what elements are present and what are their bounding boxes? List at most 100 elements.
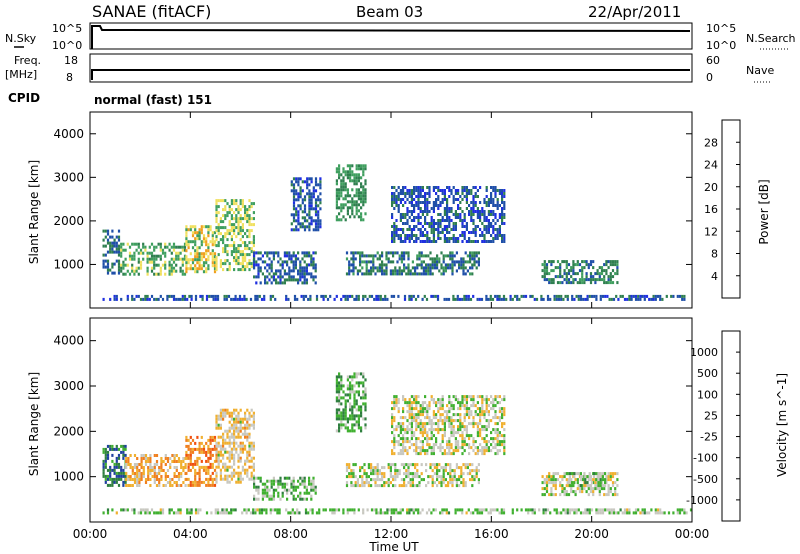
data-cell-2 xyxy=(209,483,212,487)
data-cell-7 xyxy=(448,398,451,402)
data-cell-1 xyxy=(179,269,182,273)
data-cell-3 xyxy=(228,211,231,215)
data-cell-1 xyxy=(175,254,178,258)
data-cell-9 xyxy=(563,278,566,282)
data-cell-10 xyxy=(291,511,294,515)
data-cell-5 xyxy=(299,225,302,229)
data-cell-8 xyxy=(490,234,493,237)
data-cell-10 xyxy=(357,508,360,512)
data-cell-8 xyxy=(450,210,453,213)
data-cell-10 xyxy=(553,508,556,512)
data-cell-10 xyxy=(377,297,380,301)
data-cell-8 xyxy=(503,204,506,207)
data-cell-9 xyxy=(616,269,619,273)
data-cell-7 xyxy=(443,428,446,432)
data-cell-7 xyxy=(487,425,490,429)
data-cell-4 xyxy=(301,479,304,483)
data-cell-8 xyxy=(487,222,490,225)
data-cell-2 xyxy=(198,465,201,469)
data-cell-10 xyxy=(615,294,618,298)
data-cell-10 xyxy=(454,508,457,512)
data-cell-3 xyxy=(237,226,240,230)
data-cell-1 xyxy=(147,457,150,460)
data-cell-3 xyxy=(244,205,247,209)
data-cell-10 xyxy=(478,508,481,512)
data-cell-3 xyxy=(215,474,218,478)
data-cell-1 xyxy=(149,457,152,460)
data-cell-10 xyxy=(436,294,440,298)
data-cell-8 xyxy=(408,189,411,192)
data-cell-10 xyxy=(410,294,413,298)
data-cell-7 xyxy=(432,401,435,405)
data-cell-2 xyxy=(213,267,217,271)
data-cell-3 xyxy=(219,232,222,236)
data-cell-10 xyxy=(333,297,336,301)
data-cell-2 xyxy=(194,468,197,472)
data-cell-8 xyxy=(545,490,549,494)
data-cell-3 xyxy=(252,217,255,221)
data-cell-1 xyxy=(160,463,163,466)
data-cell-6 xyxy=(335,182,338,186)
data-cell-3 xyxy=(217,462,220,466)
data-cell-0 xyxy=(120,444,123,448)
data-cell-8 xyxy=(459,216,462,219)
data-cell-8 xyxy=(494,222,497,225)
data-cell-4 xyxy=(294,257,297,261)
data-cell-0 xyxy=(111,444,114,448)
data-cell-7 xyxy=(345,272,349,276)
data-cell-3 xyxy=(224,441,227,445)
data-cell-1 xyxy=(177,254,180,258)
data-cell-8 xyxy=(574,478,577,482)
data-cell-8 xyxy=(448,231,451,234)
data-cell-8 xyxy=(592,487,595,491)
data-cell-10 xyxy=(307,297,310,301)
data-cell-6 xyxy=(362,203,365,207)
data-cell-8 xyxy=(463,237,466,240)
data-cell-8 xyxy=(465,225,468,228)
data-cell-7 xyxy=(450,452,453,456)
data-cell-2 xyxy=(198,441,201,445)
data-cell-1 xyxy=(172,257,176,261)
data-cell-1 xyxy=(136,457,139,460)
data-cell-5 xyxy=(364,423,367,427)
data-cell-9 xyxy=(568,475,571,479)
data-cell-3 xyxy=(226,238,229,242)
data-cell-2 xyxy=(196,471,199,475)
data-cell-3 xyxy=(230,208,233,212)
data-cell-4 xyxy=(292,497,295,501)
data-cell-7 xyxy=(485,410,488,414)
data-cell-10 xyxy=(502,511,506,515)
data-cell-8 xyxy=(391,225,394,228)
data-cell-5 xyxy=(292,204,296,208)
data-cell-2 xyxy=(191,483,195,487)
data-cell-6 xyxy=(473,475,476,479)
data-cell-7 xyxy=(487,419,490,423)
data-cell-10 xyxy=(315,294,319,298)
data-cell-6 xyxy=(338,212,341,216)
data-cell-10 xyxy=(665,294,668,298)
data-cell-1 xyxy=(177,472,181,475)
data-cell-7 xyxy=(383,263,386,267)
data-cell-8 xyxy=(435,186,438,189)
y-tick-label: 1000 xyxy=(53,257,84,271)
data-cell-1 xyxy=(184,463,187,466)
data-cell-3 xyxy=(215,480,218,484)
data-cell-6 xyxy=(370,478,373,482)
data-cell-2 xyxy=(185,435,188,439)
data-cell-3 xyxy=(228,465,231,469)
data-cell-3 xyxy=(250,217,253,221)
data-cell-7 xyxy=(454,446,457,450)
data-cell-1 xyxy=(120,248,123,252)
data-cell-10 xyxy=(287,297,290,301)
data-cell-2 xyxy=(207,444,210,448)
data-cell-10 xyxy=(120,508,123,512)
data-cell-7 xyxy=(483,440,486,444)
data-cell-7 xyxy=(385,263,388,267)
data-cell-6 xyxy=(455,463,458,467)
data-cell-4 xyxy=(290,275,293,279)
data-cell-7 xyxy=(361,272,364,276)
data-cell-7 xyxy=(363,260,366,264)
data-cell-2 xyxy=(189,258,192,262)
data-cell-8 xyxy=(402,189,405,192)
data-cell-8 xyxy=(616,484,619,488)
